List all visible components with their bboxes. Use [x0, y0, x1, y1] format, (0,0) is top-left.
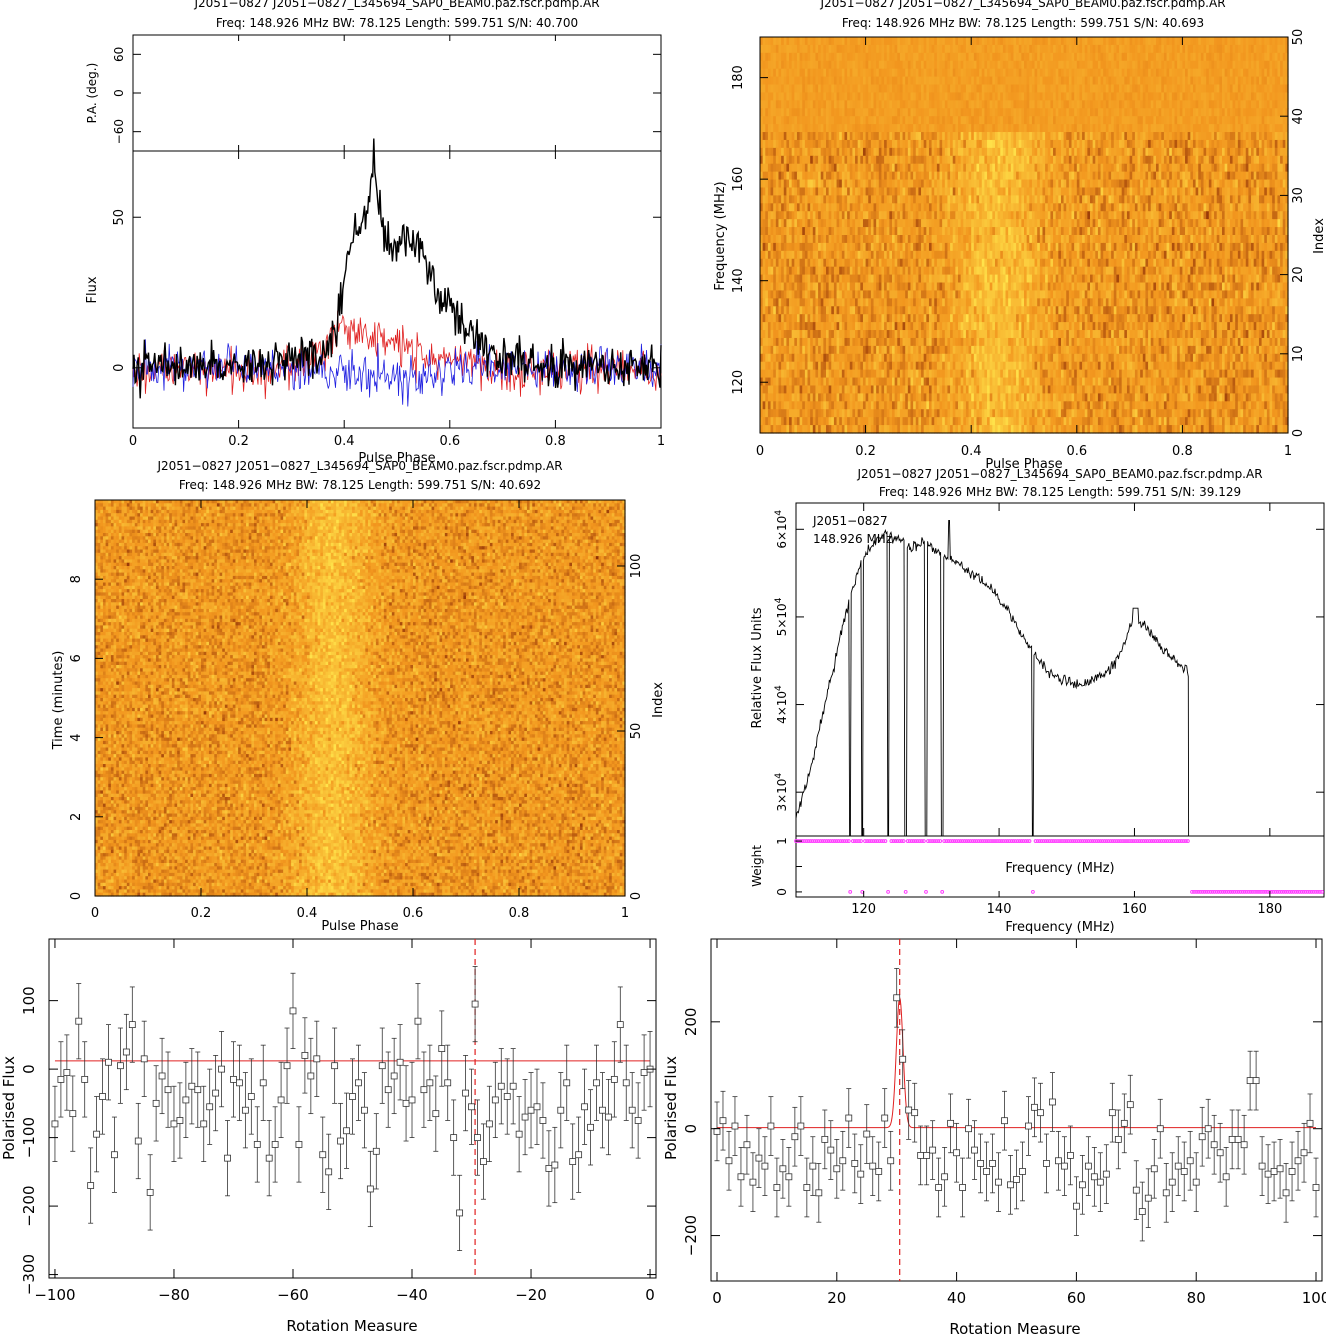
profile-xtick-label: 1 — [657, 434, 665, 449]
pa-ytick-label: −60 — [112, 119, 126, 144]
profile-title: J2051−0827 J2051−0827_L345694_SAP0_BEAM0… — [193, 0, 599, 10]
profile-xtick-label: 0.2 — [228, 434, 249, 449]
freq-phase-heatmap — [760, 37, 1289, 434]
pa-plot-frame — [133, 35, 661, 151]
profile-marks — [133, 139, 661, 407]
freq-phase-panel: J2051−0827 J2051−0827_L345694_SAP0_BEAM0… — [713, 0, 1326, 472]
freq-phase-subtitle: Freq: 148.926 MHz BW: 78.125 Length: 599… — [842, 16, 1204, 30]
profile-xtick-label: 0.8 — [545, 434, 566, 449]
profile-subtitle: Freq: 148.926 MHz BW: 78.125 Length: 599… — [216, 16, 578, 30]
pa-ylabel: P.A. (deg.) — [85, 63, 99, 124]
freq-phase-title: J2051−0827 J2051−0827_L345694_SAP0_BEAM0… — [819, 0, 1225, 10]
profile-ytick-label: 50 — [112, 209, 127, 226]
profile-ytick-label: 0 — [112, 364, 127, 372]
profile-ylabel: Flux — [85, 276, 100, 303]
profile-series-total — [133, 139, 661, 399]
profile-xtick-label: 0.4 — [334, 434, 355, 449]
pa-ytick-label: 60 — [112, 47, 126, 62]
profile-xtick-label: 0 — [129, 434, 137, 449]
pa-ytick-label: 0 — [112, 89, 126, 97]
profile-panel: J2051−0827 J2051−0827_L345694_SAP0_BEAM0… — [85, 0, 665, 466]
profile-xtick-label: 0.6 — [439, 434, 460, 449]
